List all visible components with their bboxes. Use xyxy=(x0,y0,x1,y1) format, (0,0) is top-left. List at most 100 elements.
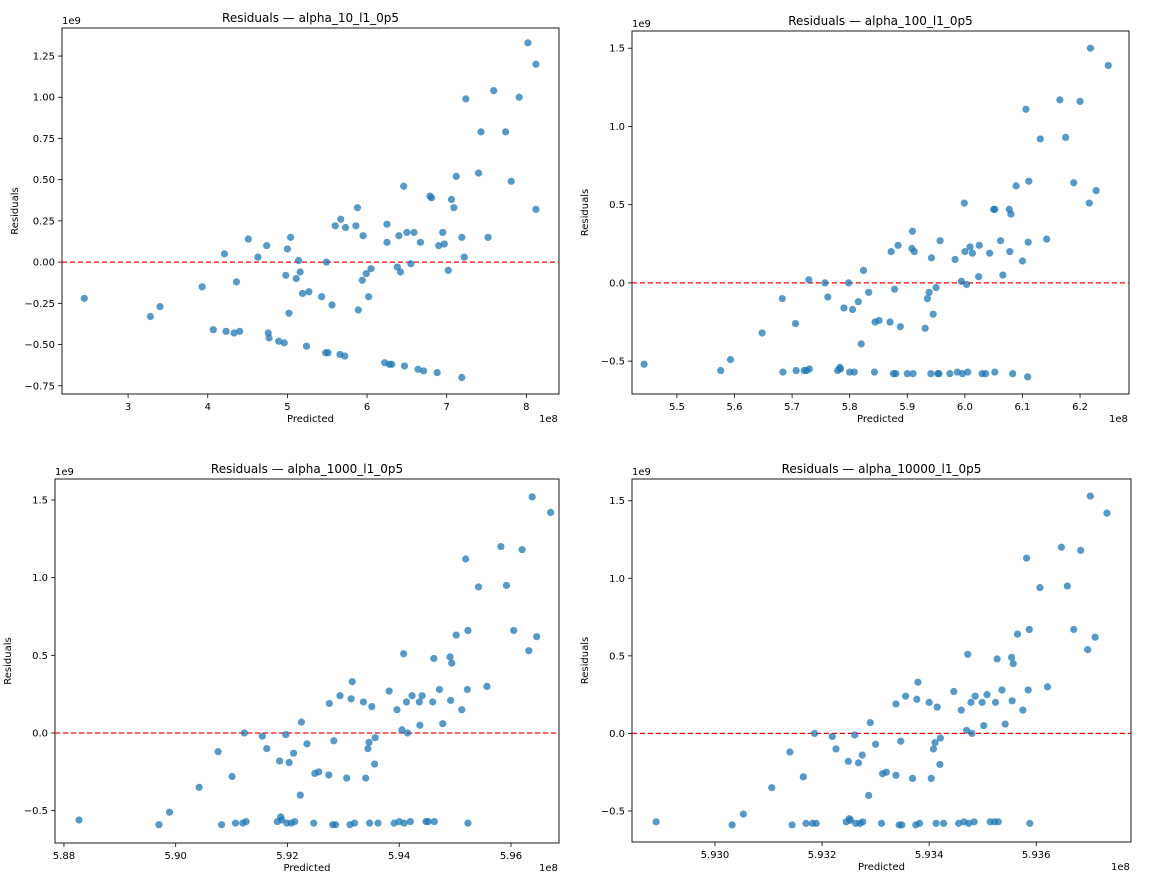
data-point xyxy=(289,749,298,757)
data-point xyxy=(964,650,972,658)
data-point xyxy=(963,726,971,734)
data-point xyxy=(265,334,273,342)
data-point xyxy=(275,337,283,345)
data-point xyxy=(1086,44,1095,52)
data-point xyxy=(866,718,874,727)
data-point xyxy=(458,373,466,382)
data-point xyxy=(383,238,391,246)
data-point xyxy=(886,318,894,326)
data-point xyxy=(966,243,974,251)
data-point xyxy=(932,284,940,292)
data-point xyxy=(328,301,336,309)
x-tick-label: 5.932 xyxy=(808,850,837,861)
subplot-alpha-100: Residuals — alpha_100_l1_0p5 Predicted R… xyxy=(580,14,1130,425)
x-tick-label: 6.1 xyxy=(1015,402,1031,413)
data-point xyxy=(424,817,432,826)
x-tick-label: 5.9 xyxy=(899,402,915,413)
data-point xyxy=(502,128,510,136)
data-point xyxy=(296,791,304,799)
x-tick-label: 7 xyxy=(444,402,450,413)
data-point xyxy=(435,685,444,694)
data-point xyxy=(439,228,447,237)
data-point xyxy=(458,233,466,241)
data-point xyxy=(75,816,83,824)
data-point xyxy=(844,279,853,287)
data-point xyxy=(792,366,800,375)
data-point xyxy=(964,368,972,376)
data-point xyxy=(407,260,415,268)
x-tick-label: 5 xyxy=(284,402,290,413)
data-point xyxy=(982,370,990,378)
data-point xyxy=(1036,583,1044,592)
x-tick-label: 5.936 xyxy=(1022,850,1051,861)
data-point xyxy=(975,273,983,281)
y-tick-label: 1.5 xyxy=(609,44,625,55)
data-point xyxy=(414,365,422,373)
data-point xyxy=(483,682,491,691)
data-point xyxy=(430,817,438,826)
y-offset-label: 1e9 xyxy=(632,19,651,30)
y-offset-label: 1e9 xyxy=(632,467,651,478)
data-point xyxy=(198,283,206,291)
data-point xyxy=(364,744,372,753)
data-point xyxy=(165,808,174,816)
y-tick-label: 0.5 xyxy=(32,651,48,662)
data-point xyxy=(533,633,541,641)
data-point xyxy=(283,245,292,253)
data-point xyxy=(416,721,424,729)
data-point xyxy=(910,248,918,256)
data-point xyxy=(408,692,416,700)
x-tick-label: 8 xyxy=(523,402,529,413)
data-point xyxy=(532,205,540,213)
data-point xyxy=(502,581,511,590)
data-point xyxy=(156,303,164,311)
data-point xyxy=(1026,819,1034,827)
data-point xyxy=(858,751,866,759)
data-point xyxy=(821,279,829,287)
y-axis-label: Residuals xyxy=(580,189,591,236)
data-point xyxy=(877,819,886,827)
data-point xyxy=(518,546,526,554)
data-point xyxy=(1076,97,1084,106)
data-point xyxy=(1086,492,1094,500)
data-point xyxy=(728,821,736,829)
data-point xyxy=(362,774,370,782)
data-point xyxy=(374,819,382,827)
data-point xyxy=(986,249,994,257)
data-point xyxy=(1043,235,1051,243)
x-tick-label: 5.934 xyxy=(915,850,944,861)
data-point xyxy=(195,783,203,791)
y-tick-label: 0.0 xyxy=(609,729,625,740)
data-point xyxy=(230,329,238,337)
y-tick-label: 0.50 xyxy=(33,175,55,186)
data-point xyxy=(400,362,409,370)
data-point xyxy=(1013,630,1022,638)
data-point xyxy=(232,278,241,286)
data-point xyxy=(978,698,986,706)
x-axis-label: Predicted xyxy=(857,414,904,425)
data-point xyxy=(851,731,859,739)
data-point xyxy=(991,698,1000,706)
data-point xyxy=(1062,133,1070,141)
data-point xyxy=(994,818,1002,826)
data-point xyxy=(497,542,505,551)
data-point xyxy=(303,740,311,748)
data-point xyxy=(448,659,456,667)
data-point xyxy=(507,177,515,185)
subplot-alpha-1000: Residuals — alpha_1000_l1_0p5 Predicted … xyxy=(3,462,560,874)
data-point xyxy=(429,698,437,706)
data-point xyxy=(802,819,810,827)
data-point xyxy=(365,293,373,301)
data-point xyxy=(385,687,393,695)
subplot-alpha-10000: Residuals — alpha_10000_l1_0p5 Predicted… xyxy=(580,462,1132,873)
y-tick-label: 1.0 xyxy=(32,573,48,584)
data-point xyxy=(1036,135,1044,143)
data-point xyxy=(419,367,428,375)
data-point xyxy=(292,274,300,283)
data-point xyxy=(343,774,351,782)
data-point xyxy=(446,653,454,661)
data-point xyxy=(967,698,975,706)
data-point xyxy=(1104,61,1112,70)
data-point xyxy=(1077,546,1085,554)
data-point xyxy=(897,737,905,745)
